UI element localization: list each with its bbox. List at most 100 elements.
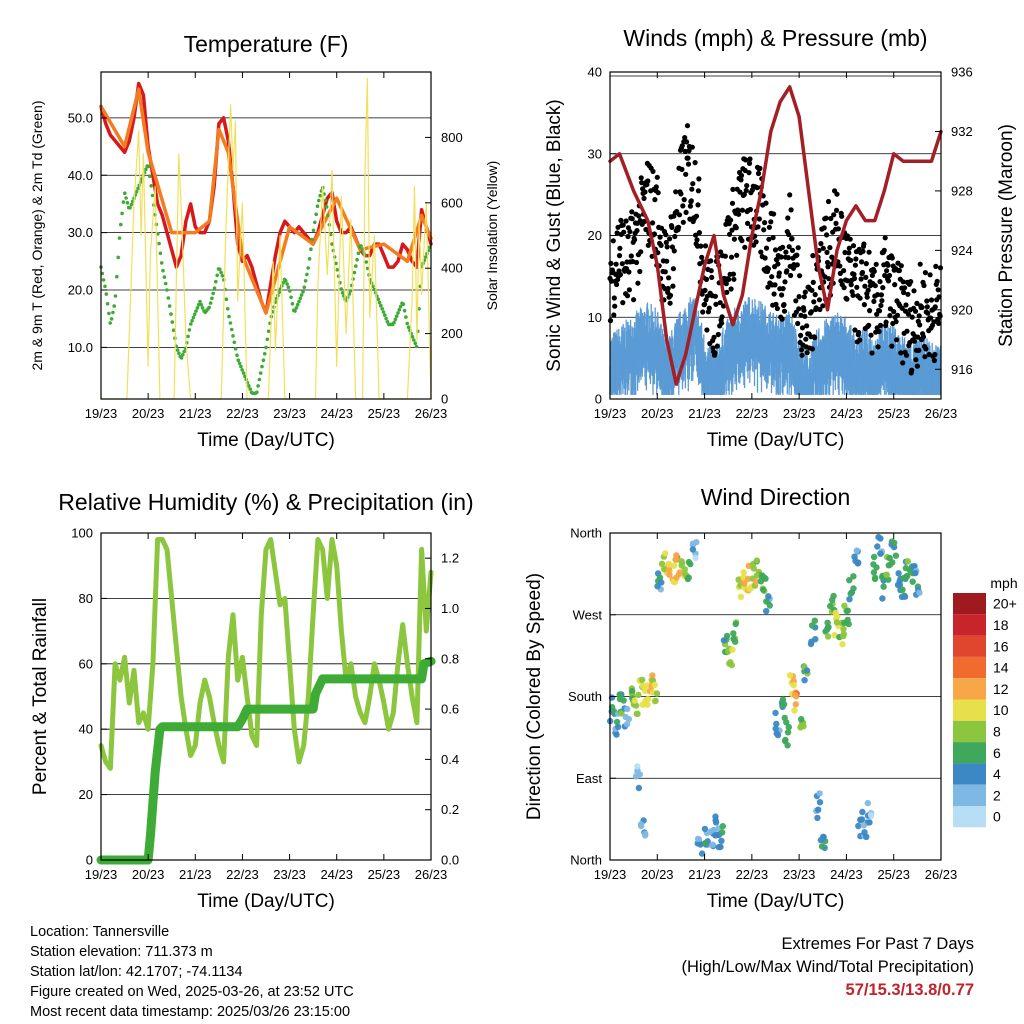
- series-point: [672, 233, 678, 240]
- figure-created: Figure created on Wed, 2025-03-26, at 23…: [30, 984, 354, 1000]
- x-tick-label: 20/23: [132, 406, 165, 421]
- series-point: [156, 232, 160, 236]
- y2-tick-label: 600: [441, 195, 463, 210]
- series-point: [905, 311, 912, 317]
- x-tick-label: 25/23: [877, 406, 910, 421]
- series-point: [364, 260, 369, 264]
- direction-point: [874, 543, 881, 550]
- series-point: [772, 282, 778, 288]
- series-point: [784, 268, 790, 274]
- series-point: [896, 267, 903, 274]
- series-point: [795, 320, 801, 327]
- series-point: [228, 321, 233, 325]
- series-point: [625, 233, 631, 240]
- series-point: [689, 186, 695, 192]
- series-point: [778, 254, 784, 260]
- series-point: [614, 230, 620, 236]
- direction-point: [730, 630, 737, 637]
- colorbar-swatch: [953, 593, 986, 615]
- series-point: [714, 343, 720, 349]
- series-point: [638, 175, 644, 181]
- x-tick-label: 26/23: [415, 867, 448, 882]
- x-tick-label: 22/23: [736, 867, 769, 882]
- series-point: [303, 279, 308, 283]
- series-point: [803, 336, 809, 342]
- direction-point: [912, 569, 919, 577]
- series-point: [129, 202, 134, 207]
- series-point: [645, 242, 651, 248]
- series-point: [861, 241, 867, 247]
- y-tick-label: 80: [79, 591, 93, 606]
- direction-point: [701, 825, 709, 833]
- x-axis-label: Time (Day/UTC): [197, 430, 335, 451]
- recent-timestamp: Most recent data timestamp: 2025/03/26 2…: [30, 1004, 351, 1020]
- series-point: [688, 198, 694, 204]
- direction-point: [904, 558, 911, 565]
- x-tick-label: 21/23: [688, 406, 721, 421]
- y2-tick-label: 932: [951, 124, 973, 139]
- station-latlon: Station lat/lon: 42.1707; -74.1134: [30, 964, 243, 980]
- direction-point: [895, 570, 902, 577]
- series-point: [771, 211, 777, 217]
- series-point: [736, 211, 742, 217]
- series-point: [613, 261, 619, 267]
- series-point: [376, 297, 381, 302]
- series-point: [683, 171, 689, 177]
- series-point: [923, 346, 929, 352]
- direction-point: [844, 616, 851, 624]
- direction-point: [909, 578, 916, 585]
- series-point: [708, 268, 714, 274]
- series-point: [290, 302, 295, 306]
- series-point: [681, 197, 687, 203]
- direction-point: [631, 697, 638, 704]
- series-point: [723, 281, 729, 287]
- series-point: [844, 296, 850, 302]
- series-point: [785, 255, 791, 261]
- series-point: [636, 213, 642, 219]
- series-point: [258, 371, 263, 375]
- series-point: [179, 356, 184, 360]
- series-point: [915, 334, 921, 340]
- x-tick-label: 26/23: [925, 406, 958, 421]
- series-point: [872, 283, 878, 289]
- series-point: [812, 335, 818, 341]
- series-point: [665, 285, 671, 292]
- series-point: [236, 358, 241, 363]
- series-point: [212, 286, 217, 291]
- station-location: Location: Tannersville: [30, 924, 170, 940]
- y2-tick-label: 928: [951, 183, 973, 198]
- series-point: [638, 249, 644, 255]
- series-point: [904, 328, 910, 334]
- series-line-1-2: [608, 85, 943, 386]
- y-axis-label: 2m & 9m T (Red, Orange) & 2m Td (Green): [29, 101, 45, 371]
- series-point: [902, 285, 908, 291]
- direction-point: [784, 742, 791, 749]
- series-point: [730, 271, 737, 277]
- series-point: [696, 176, 702, 182]
- series-point: [170, 320, 175, 324]
- series-point: [229, 327, 234, 332]
- y2-axis-label: Station Pressure (Maroon): [996, 124, 1017, 347]
- series-point: [936, 320, 942, 326]
- series-point: [128, 206, 132, 210]
- series-point: [612, 303, 618, 309]
- colorbar-label: 12: [993, 681, 1009, 697]
- series-point: [215, 273, 219, 278]
- y2-axis-label: Solar Insolation (Yellow): [484, 161, 500, 311]
- direction-point: [840, 632, 847, 640]
- direction-point: [846, 577, 853, 584]
- colorbar-label: 0: [993, 809, 1001, 825]
- series-point: [857, 295, 863, 301]
- series-point: [779, 316, 785, 322]
- series-point: [909, 314, 915, 320]
- series-point: [739, 207, 746, 213]
- colorbar-title: mph: [990, 575, 1017, 591]
- series-point: [158, 251, 163, 256]
- series-point: [789, 236, 795, 242]
- series-point: [846, 245, 852, 251]
- direction-point: [644, 701, 651, 708]
- series-point: [637, 268, 643, 275]
- series-point: [894, 312, 901, 318]
- series-point: [340, 291, 345, 295]
- series-point: [633, 259, 640, 266]
